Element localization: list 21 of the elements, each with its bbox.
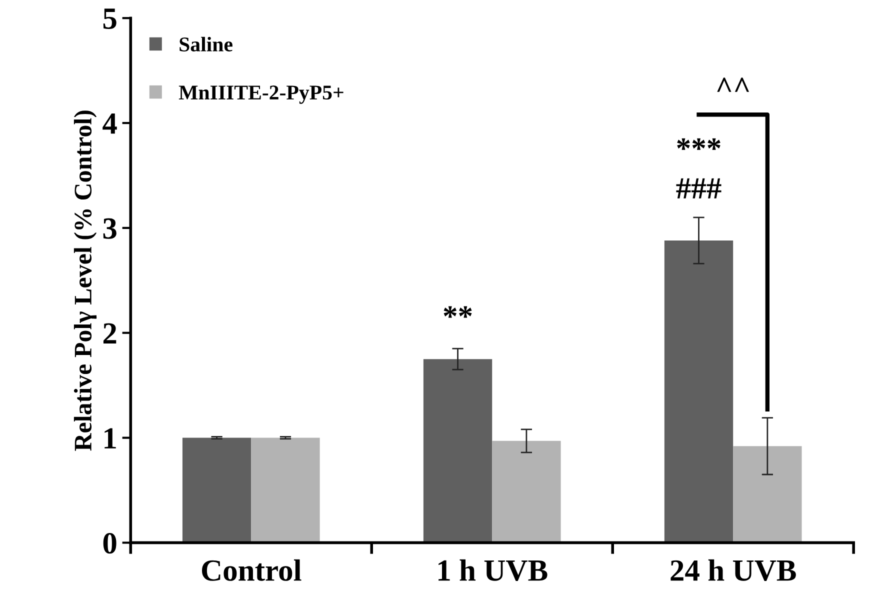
x-tick-label: 1 h UVB (438, 559, 548, 582)
y-tick-label: 1 (104, 428, 116, 448)
x-tick-label: Control (202, 559, 302, 581)
legend-label: Saline (180, 36, 232, 52)
y-tick-label: 2 (103, 323, 116, 344)
bar (423, 359, 492, 543)
y-tick-label: 0 (103, 532, 116, 554)
y-tick-label: 3 (103, 218, 116, 239)
bar (182, 438, 252, 543)
bar (733, 446, 802, 543)
x-tick-label: 24 h UVB (670, 559, 796, 582)
legend-label: MnIIITE-2-PyP5+ (178, 86, 344, 104)
annotation: ^^ (717, 78, 750, 92)
bar (492, 440, 561, 543)
annotation: ** (444, 306, 472, 318)
annotation: ### (676, 178, 722, 198)
y-tick-label: 5 (103, 8, 116, 29)
bar (251, 438, 320, 543)
y-axis-title: Relative Polγ Level (% Control) (74, 110, 97, 451)
y-tick-label: 4 (102, 114, 117, 134)
annotation: *** (677, 138, 720, 150)
